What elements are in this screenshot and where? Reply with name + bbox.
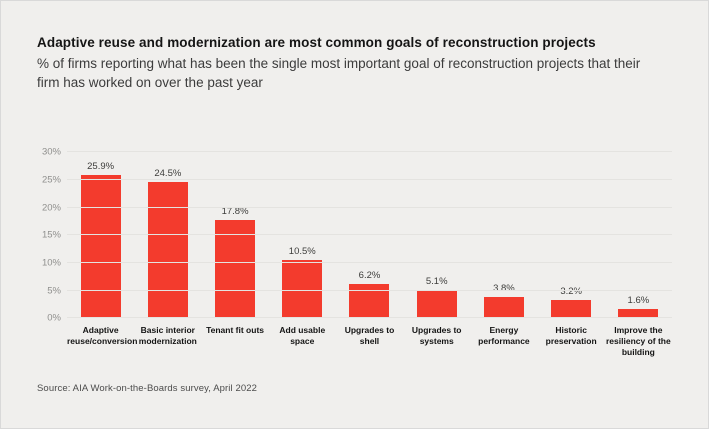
bar-column: 3.2% bbox=[538, 286, 605, 319]
gridline bbox=[67, 289, 672, 291]
bar-category-label: Energy performance bbox=[478, 325, 530, 347]
source-note: Source: AIA Work-on-the-Boards survey, A… bbox=[37, 383, 257, 395]
bar bbox=[147, 182, 188, 319]
bars-row: 25.9% 24.5% 17.8% 10.5% 6.2% 5.1% 3.8% 3.2% 1.6% bbox=[67, 152, 672, 319]
bar-column: 6.2% bbox=[336, 270, 403, 319]
bar bbox=[282, 260, 323, 319]
bar-value-label: 25.9% bbox=[87, 161, 115, 173]
bar bbox=[483, 297, 524, 319]
bar-category-label: Upgrades to shell bbox=[344, 325, 395, 347]
bar-column: 5.1% bbox=[403, 276, 470, 319]
y-axis-tick-label: 0% bbox=[47, 312, 61, 324]
page-title: Adaptive reuse and modernization are mos… bbox=[37, 35, 596, 50]
bar-column: 25.9% bbox=[67, 161, 134, 319]
bar-value-label: 3.8% bbox=[493, 283, 515, 294]
bar-category-label: Basic interior modernization bbox=[138, 325, 197, 347]
bar-chart: 25.9% 24.5% 17.8% 10.5% 6.2% 5.1% 3.8% 3.2% 1.6%… bbox=[37, 147, 672, 358]
bar-value-label: 6.2% bbox=[358, 270, 381, 282]
content: Adaptive reuse and modernization are mos… bbox=[1, 1, 708, 358]
bar-column: 3.8% bbox=[470, 283, 537, 319]
gridline bbox=[67, 206, 672, 208]
y-axis-tick-label: 5% bbox=[47, 285, 61, 297]
bar-category-label: Tenant fit outs bbox=[206, 325, 264, 336]
bar-value-label: 5.1% bbox=[425, 276, 448, 288]
bar bbox=[215, 220, 256, 319]
gridline bbox=[67, 317, 672, 319]
gridline bbox=[67, 151, 672, 153]
bar-value-label: 24.5% bbox=[154, 168, 182, 180]
bar-category-label: Adaptive reuse/conversion bbox=[67, 325, 138, 347]
bar-value-label: 3.2% bbox=[560, 286, 582, 298]
bar-category-label: Upgrades to systems bbox=[411, 325, 462, 347]
y-axis-tick-label: 10% bbox=[41, 257, 61, 269]
y-axis-tick-label: 20% bbox=[41, 202, 61, 214]
y-axis-tick-label: 25% bbox=[41, 174, 61, 186]
bar-value-label: 1.6% bbox=[627, 295, 650, 307]
page-subtitle: % of firms reporting what has been the s… bbox=[37, 56, 641, 91]
bar bbox=[80, 175, 121, 319]
bar bbox=[551, 300, 592, 319]
bar bbox=[416, 290, 457, 319]
y-axis-tick-label: 15% bbox=[41, 229, 61, 241]
category-labels-row: Adaptive reuse/conversion Basic interior … bbox=[67, 318, 672, 358]
bar-column: 17.8% bbox=[201, 206, 268, 319]
bar-value-label: 17.8% bbox=[221, 206, 249, 218]
bar-category-label: Add usable space bbox=[279, 325, 326, 347]
gridline bbox=[67, 234, 672, 236]
bar bbox=[618, 309, 659, 319]
y-axis-tick-label: 30% bbox=[41, 146, 61, 158]
gridline bbox=[67, 178, 672, 180]
bar-column: 10.5% bbox=[269, 246, 336, 319]
gridline bbox=[67, 261, 672, 263]
bar-category-label: Improve the resiliency of the building bbox=[606, 325, 671, 358]
plot-area: 25.9% 24.5% 17.8% 10.5% 6.2% 5.1% 3.8% 3.2% 1.6%… bbox=[42, 147, 672, 324]
bar-column: 24.5% bbox=[134, 168, 201, 319]
bar-category-label: Historic preservation bbox=[545, 325, 597, 347]
bar-value-label: 10.5% bbox=[288, 246, 316, 258]
bar-column: 1.6% bbox=[605, 295, 672, 319]
